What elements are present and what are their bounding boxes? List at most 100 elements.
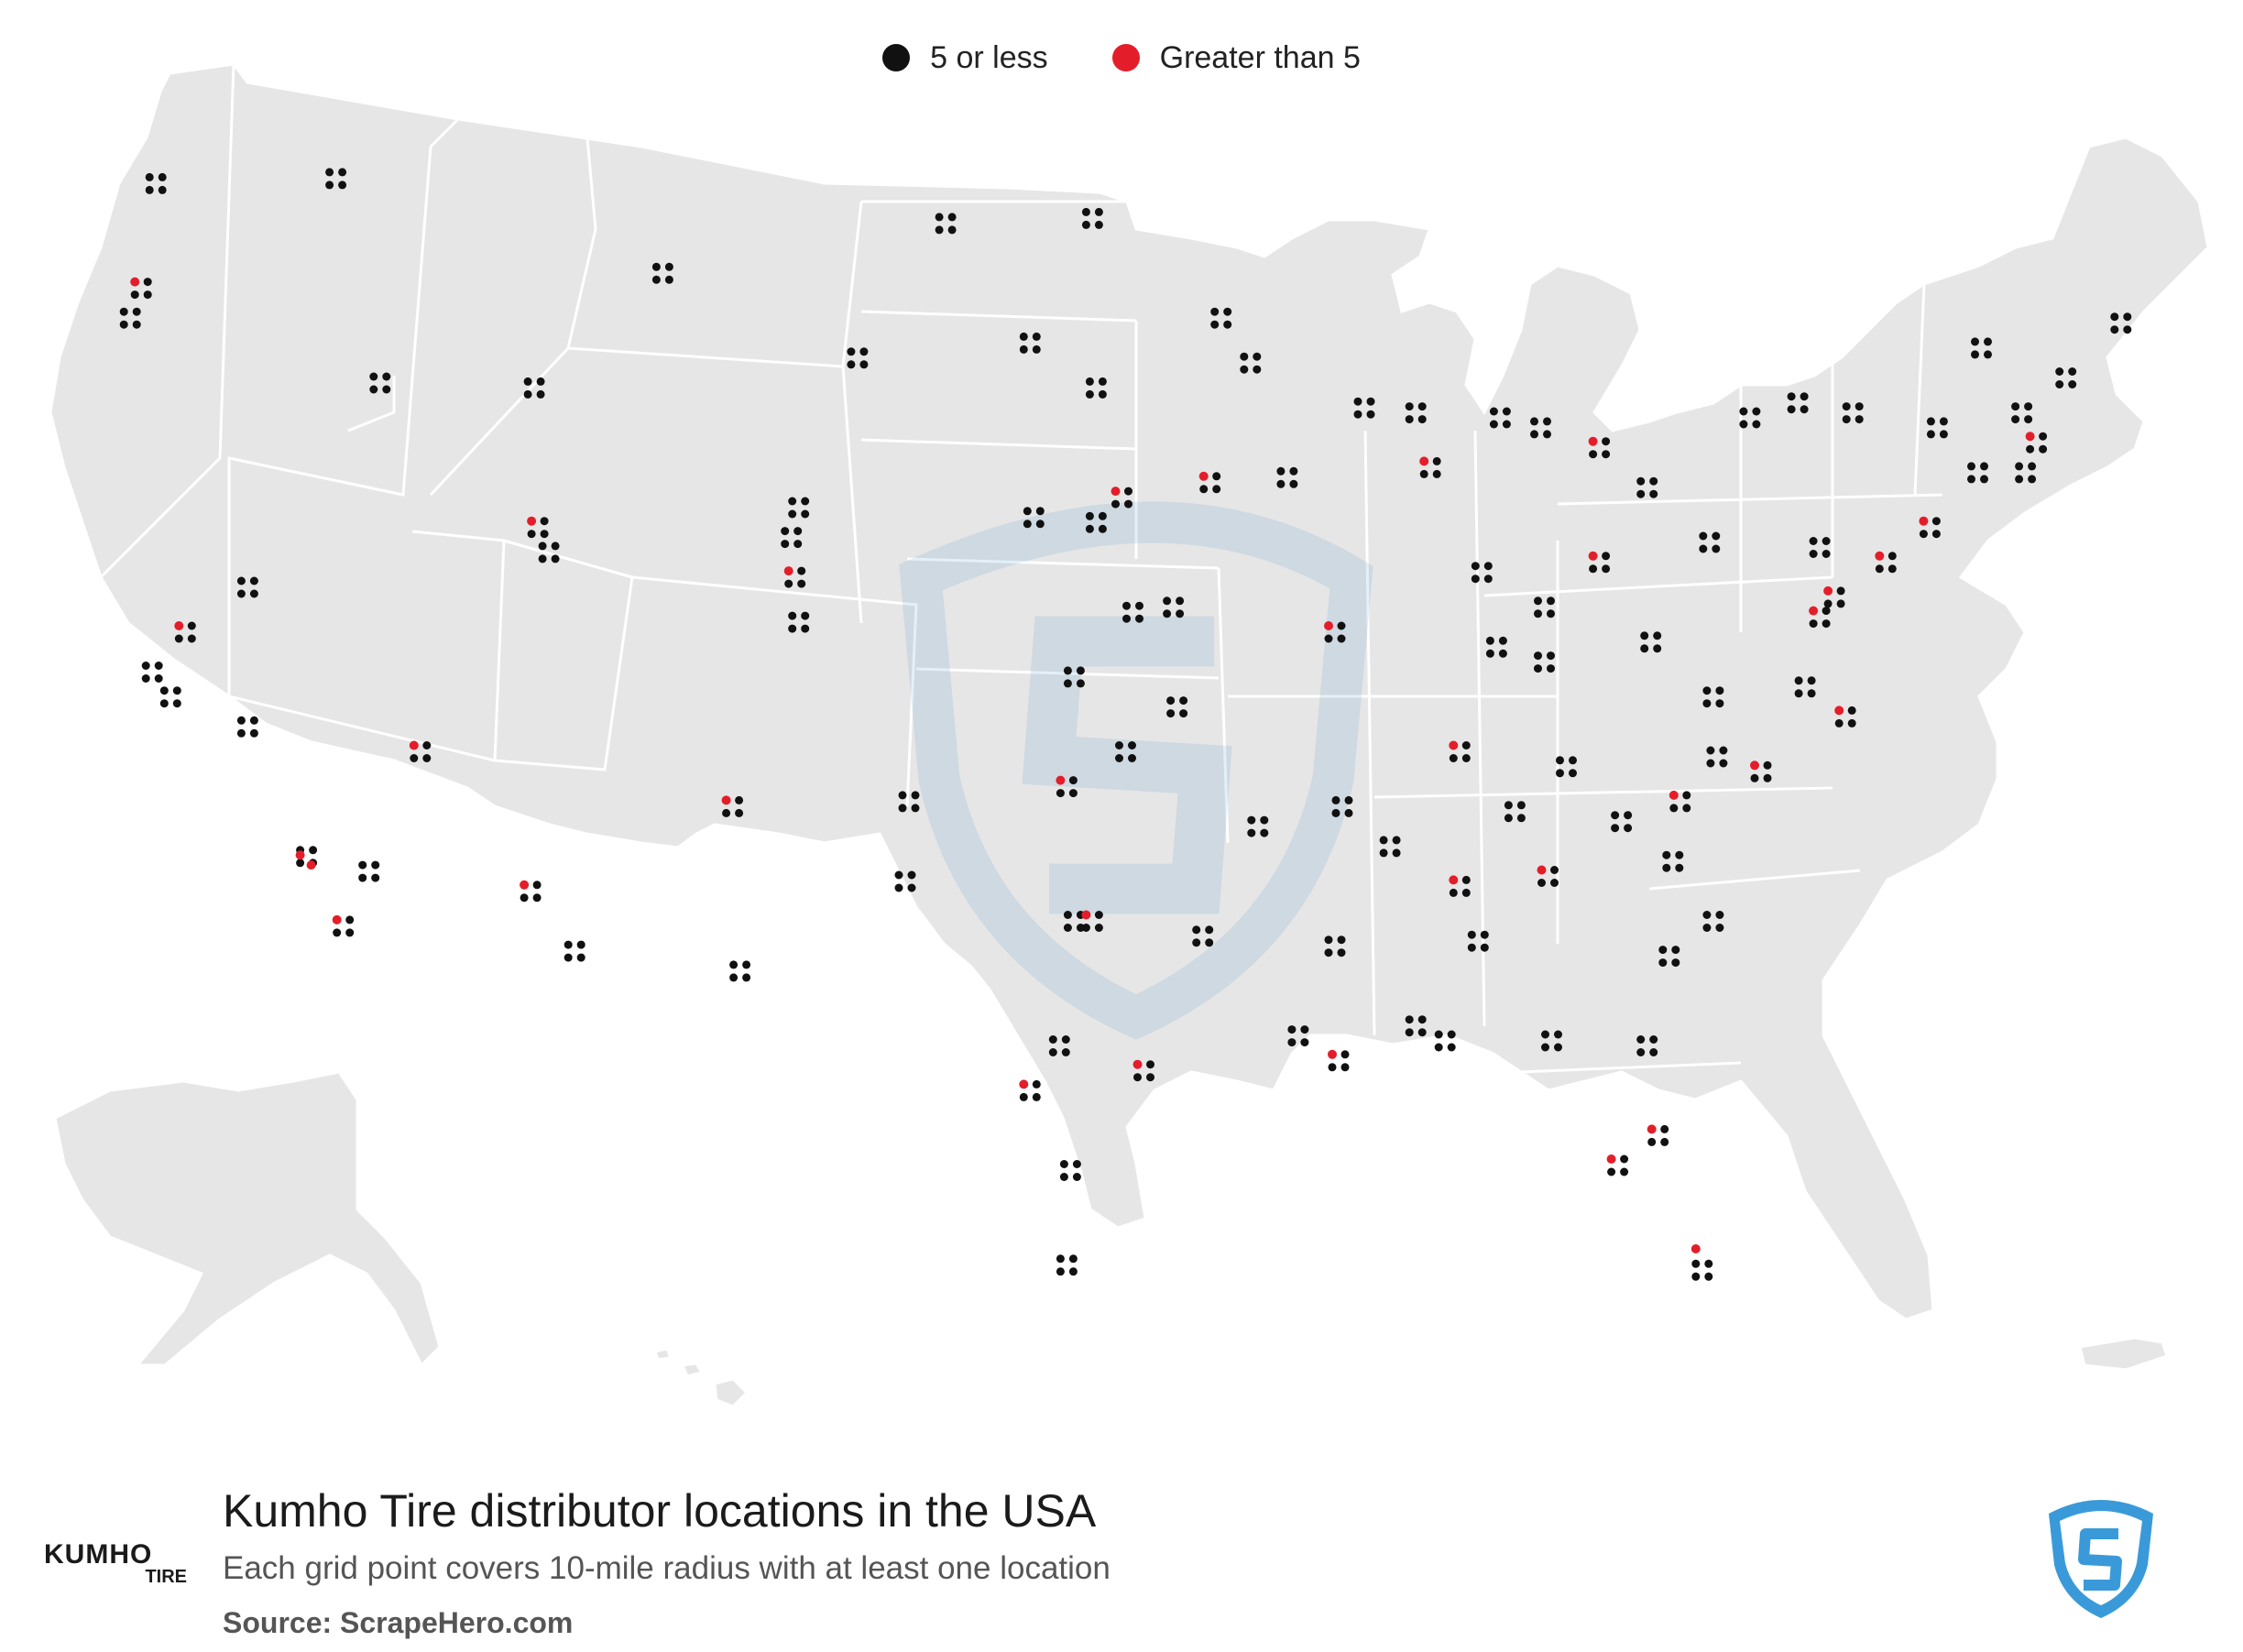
location-dot-low — [249, 728, 258, 738]
location-dot-low — [1449, 754, 1458, 762]
location-dot-low — [1649, 476, 1658, 486]
location-dot-low — [523, 377, 532, 386]
location-dot-low — [1122, 601, 1131, 610]
location-dot-high — [130, 277, 140, 287]
location-dot-low — [1483, 574, 1493, 584]
location-dot-low — [1842, 402, 1851, 411]
location-dot-low — [1822, 537, 1831, 545]
location-dot-low — [1624, 824, 1633, 833]
location-dot-low — [1392, 848, 1401, 858]
location-dot-low — [1715, 924, 1724, 932]
location-dot-low — [1752, 420, 1761, 429]
location-dot-low — [296, 859, 305, 868]
location-dot-low — [1417, 415, 1427, 424]
location-dot-low — [1179, 696, 1188, 706]
location-dot-low — [801, 509, 810, 519]
location-dot-low — [532, 881, 542, 890]
location-dot-low — [788, 624, 797, 633]
location-dot-low — [1556, 756, 1564, 765]
location-dot-low — [1787, 405, 1796, 414]
location-dot-low — [2024, 402, 2033, 411]
location-dot-low — [651, 262, 661, 271]
location-dot-low — [1135, 601, 1143, 610]
location-dot-low — [1704, 1259, 1713, 1268]
location-dot-low — [236, 576, 246, 585]
location-dot-low — [1419, 469, 1428, 478]
location-dot-low — [1967, 462, 1975, 471]
location-dot-low — [172, 686, 181, 695]
location-dot-low — [1289, 466, 1298, 476]
location-dot-low — [651, 275, 661, 284]
location-dot-low — [1719, 746, 1728, 755]
state-borders — [99, 64, 1943, 1074]
location-dot-low — [1337, 621, 1346, 630]
location-dot-low — [781, 540, 790, 549]
location-dot-low — [1192, 925, 1201, 935]
location-dot-low — [1059, 1160, 1068, 1168]
location-dot-low — [2068, 367, 2077, 376]
location-dot-low — [1128, 741, 1136, 749]
location-dot-low — [1822, 550, 1831, 558]
location-dot-low — [1658, 958, 1668, 968]
location-dot-low — [1984, 337, 1992, 346]
location-dot-low — [1063, 911, 1072, 919]
location-dot-low — [382, 385, 391, 394]
location-dot-low — [1072, 1160, 1081, 1168]
location-dot-low — [1340, 1050, 1350, 1059]
location-dot-low — [358, 860, 367, 870]
location-dot-low — [1467, 943, 1476, 952]
location-dot-low — [1417, 1015, 1427, 1024]
location-dot-low — [1489, 407, 1498, 416]
page-subtitle: Each grid point covers 10-mile radius wi… — [223, 1550, 1111, 1586]
location-dot-low — [1636, 1035, 1646, 1044]
location-dot-low — [788, 497, 797, 506]
location-dot-low — [907, 870, 916, 880]
location-dot-high — [527, 516, 537, 526]
location-dot-low — [1331, 795, 1340, 804]
location-dot-low — [1807, 676, 1816, 685]
location-dot-low — [1842, 415, 1851, 424]
location-dot-low — [1163, 609, 1172, 618]
location-dot-low — [1328, 1063, 1337, 1072]
location-dot-low — [1081, 220, 1090, 229]
location-dot-low — [1569, 756, 1577, 765]
location-dot-low — [1939, 417, 1948, 426]
location-dot-low — [1836, 599, 1845, 608]
location-dot-low — [1210, 320, 1220, 329]
location-dot-low — [1498, 649, 1507, 658]
location-dot-low — [1098, 524, 1107, 533]
location-dot-low — [1809, 550, 1818, 558]
location-dot-low — [249, 576, 258, 585]
page-title: Kumho Tire distributor locations in the … — [223, 1485, 1097, 1537]
location-dot-low — [2011, 402, 2020, 411]
location-dot-low — [536, 389, 545, 399]
location-dot-low — [141, 662, 150, 670]
location-dot-low — [2028, 475, 2037, 484]
location-dot-low — [1602, 450, 1611, 459]
location-dot-high — [1669, 790, 1679, 800]
location-dot-low — [1247, 815, 1256, 825]
location-dot-low — [1035, 520, 1045, 529]
location-dot-low — [145, 172, 154, 181]
location-dot-low — [1636, 476, 1646, 486]
location-dot-low — [1800, 405, 1809, 414]
location-dot-low — [1098, 377, 1107, 386]
location-dot-low — [536, 377, 545, 386]
location-dot-high — [174, 621, 184, 630]
scrapehero-watermark-icon — [899, 501, 1373, 1040]
location-dot-low — [1702, 911, 1712, 919]
location-dot-low — [1939, 430, 1948, 439]
location-dot-low — [1602, 552, 1611, 561]
location-dot-low — [1063, 666, 1072, 675]
location-dot-low — [1547, 609, 1555, 618]
location-dot-low — [781, 527, 790, 536]
location-dot-low — [422, 741, 432, 749]
location-dot-low — [1649, 1035, 1658, 1044]
location-dot-low — [1547, 596, 1555, 606]
location-dot-low — [1662, 850, 1671, 859]
location-dot-low — [1660, 1124, 1669, 1133]
location-dot-low — [1534, 664, 1542, 673]
location-dot-low — [788, 611, 797, 620]
location-dot-low — [1480, 943, 1489, 952]
location-dot-low — [1146, 1073, 1154, 1082]
